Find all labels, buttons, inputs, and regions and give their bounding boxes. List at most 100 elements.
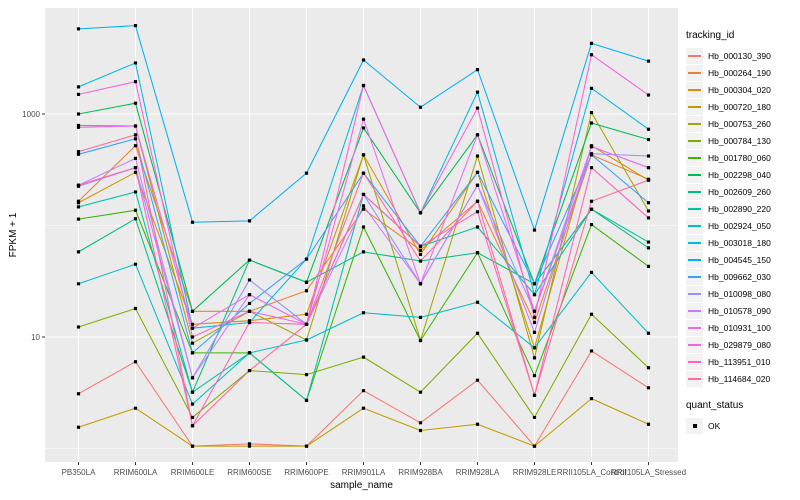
data-point	[589, 86, 594, 90]
legend-item-label: Hb_114684_020	[708, 373, 771, 384]
legend-item-Hb_000784_130: Hb_000784_130	[686, 132, 800, 149]
legend-item-label: Hb_000130_390	[708, 50, 771, 61]
data-point	[361, 126, 366, 130]
data-point	[304, 257, 309, 261]
data-point	[190, 335, 195, 339]
legend-item-Hb_009662_030: Hb_009662_030	[686, 268, 800, 285]
legend: tracking_id Hb_000130_390 Hb_000264_190 Hb…	[686, 30, 800, 434]
legend-key-swatch	[686, 370, 703, 387]
data-point	[361, 204, 366, 208]
series-color-line-icon	[688, 275, 701, 278]
legend-key-swatch	[686, 64, 703, 81]
y-tick-label: 1000	[22, 110, 40, 119]
data-point	[76, 217, 81, 221]
data-point	[475, 300, 480, 304]
data-point	[589, 312, 594, 316]
data-point	[247, 293, 252, 297]
data-point	[133, 101, 138, 105]
data-point	[418, 259, 423, 263]
legend-item-quant-OK: OK	[686, 417, 800, 434]
data-point	[133, 208, 138, 212]
data-point	[646, 59, 651, 63]
data-point	[475, 68, 480, 72]
series-color-line-icon	[688, 360, 701, 363]
legend-item-label: OK	[708, 420, 721, 431]
data-point	[133, 217, 138, 221]
legend-tracking-entries: Hb_000130_390 Hb_000264_190 Hb_000304_020 H…	[686, 47, 800, 387]
legend-key-swatch	[686, 47, 703, 64]
legend-item-Hb_010098_080: Hb_010098_080	[686, 285, 800, 302]
data-point	[532, 356, 537, 360]
data-point	[532, 320, 537, 325]
data-point	[532, 315, 537, 319]
series-color-line-icon	[688, 71, 701, 74]
data-point	[361, 171, 366, 175]
legend-item-Hb_000130_390: Hb_000130_390	[686, 47, 800, 64]
data-point	[247, 301, 252, 306]
data-point	[418, 282, 423, 286]
legend-key-swatch	[686, 183, 703, 200]
legend-item-Hb_001780_060: Hb_001780_060	[686, 149, 800, 166]
data-point	[76, 125, 81, 129]
y-axis-title: FPKM + 1	[8, 212, 19, 258]
data-point	[304, 338, 309, 342]
legend-item-Hb_002890_220: Hb_002890_220	[686, 200, 800, 217]
data-point	[589, 145, 594, 149]
data-point	[247, 309, 252, 313]
data-point	[532, 393, 537, 397]
legend-item-label: Hb_003018_180	[708, 237, 771, 248]
x-axis-title: sample_name	[330, 480, 393, 491]
data-point	[76, 92, 81, 96]
series-color-line-icon	[688, 309, 701, 312]
data-point	[133, 24, 138, 28]
series-color-line-icon	[688, 224, 701, 227]
data-point	[589, 41, 594, 45]
x-tick-label: RRIM928LA	[456, 468, 500, 477]
data-point	[532, 309, 537, 313]
data-point	[475, 183, 480, 187]
data-point	[646, 366, 651, 370]
data-point	[418, 338, 423, 343]
legend-key-swatch	[686, 336, 703, 353]
data-point	[304, 398, 309, 403]
data-point	[247, 351, 252, 355]
legend-item-label: Hb_002298_040	[708, 169, 771, 180]
data-point	[532, 282, 537, 286]
data-point	[76, 392, 81, 396]
data-point	[646, 154, 651, 158]
data-point	[475, 106, 480, 110]
data-point	[361, 225, 366, 229]
data-point	[190, 309, 195, 313]
data-point	[133, 406, 138, 410]
data-point	[76, 201, 81, 205]
data-point	[133, 156, 138, 160]
data-point	[190, 390, 195, 394]
legend-item-label: Hb_000304_020	[708, 84, 771, 95]
data-point	[475, 251, 480, 255]
data-point	[532, 374, 537, 378]
data-point	[247, 278, 252, 282]
legend-quant-entries: OK	[686, 417, 800, 434]
data-point	[589, 121, 594, 125]
legend-item-Hb_000304_020: Hb_000304_020	[686, 81, 800, 98]
legend-item-label: Hb_002609_260	[708, 186, 771, 197]
data-point	[247, 368, 252, 373]
data-point	[361, 355, 366, 359]
data-point	[76, 150, 81, 154]
data-point	[133, 262, 138, 266]
legend-item-label: Hb_010098_080	[708, 288, 771, 299]
data-point	[76, 27, 81, 31]
data-point	[361, 117, 366, 121]
data-point	[418, 315, 423, 319]
data-point	[76, 250, 81, 254]
data-point	[646, 331, 651, 335]
data-point	[418, 248, 423, 252]
legend-key-swatch	[686, 353, 703, 370]
data-point	[589, 349, 594, 353]
point-square-icon	[692, 423, 697, 428]
data-point	[418, 421, 423, 425]
data-point	[589, 166, 594, 170]
data-point	[646, 178, 651, 182]
